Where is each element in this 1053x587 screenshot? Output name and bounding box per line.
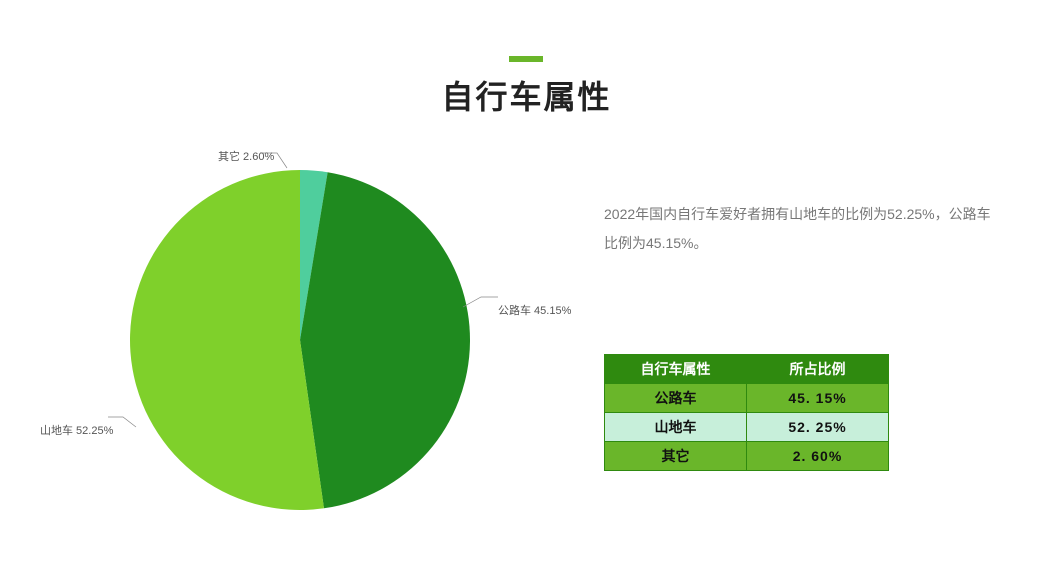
table-header-pct: 所占比例 — [747, 355, 889, 384]
table-cell-label: 其它 — [605, 442, 747, 471]
pie-slice-label: 公路车 45.15% — [498, 302, 571, 318]
data-table: 自行车属性 所占比例 公路车45. 15%山地车52. 25%其它2. 60% — [604, 354, 889, 471]
table-row: 其它2. 60% — [605, 442, 889, 471]
table-header-row: 自行车属性 所占比例 — [605, 355, 889, 384]
table-header-attr: 自行车属性 — [605, 355, 747, 384]
pie-slice-label: 山地车 52.25% — [40, 422, 113, 438]
page-title: 自行车属性 — [0, 72, 1053, 118]
table-cell-value: 52. 25% — [747, 413, 889, 442]
pie-slice — [300, 172, 470, 508]
pie-chart — [120, 160, 480, 520]
table-cell-value: 45. 15% — [747, 384, 889, 413]
table-row: 山地车52. 25% — [605, 413, 889, 442]
table-cell-label: 山地车 — [605, 413, 747, 442]
table-cell-value: 2. 60% — [747, 442, 889, 471]
pie-slice — [130, 170, 324, 510]
title-accent-bar — [509, 56, 543, 62]
table-row: 公路车45. 15% — [605, 384, 889, 413]
pie-slice-label: 其它 2.60% — [218, 148, 274, 164]
table-cell-label: 公路车 — [605, 384, 747, 413]
description-text: 2022年国内自行车爱好者拥有山地车的比例为52.25%，公路车比例为45.15… — [604, 200, 1004, 259]
